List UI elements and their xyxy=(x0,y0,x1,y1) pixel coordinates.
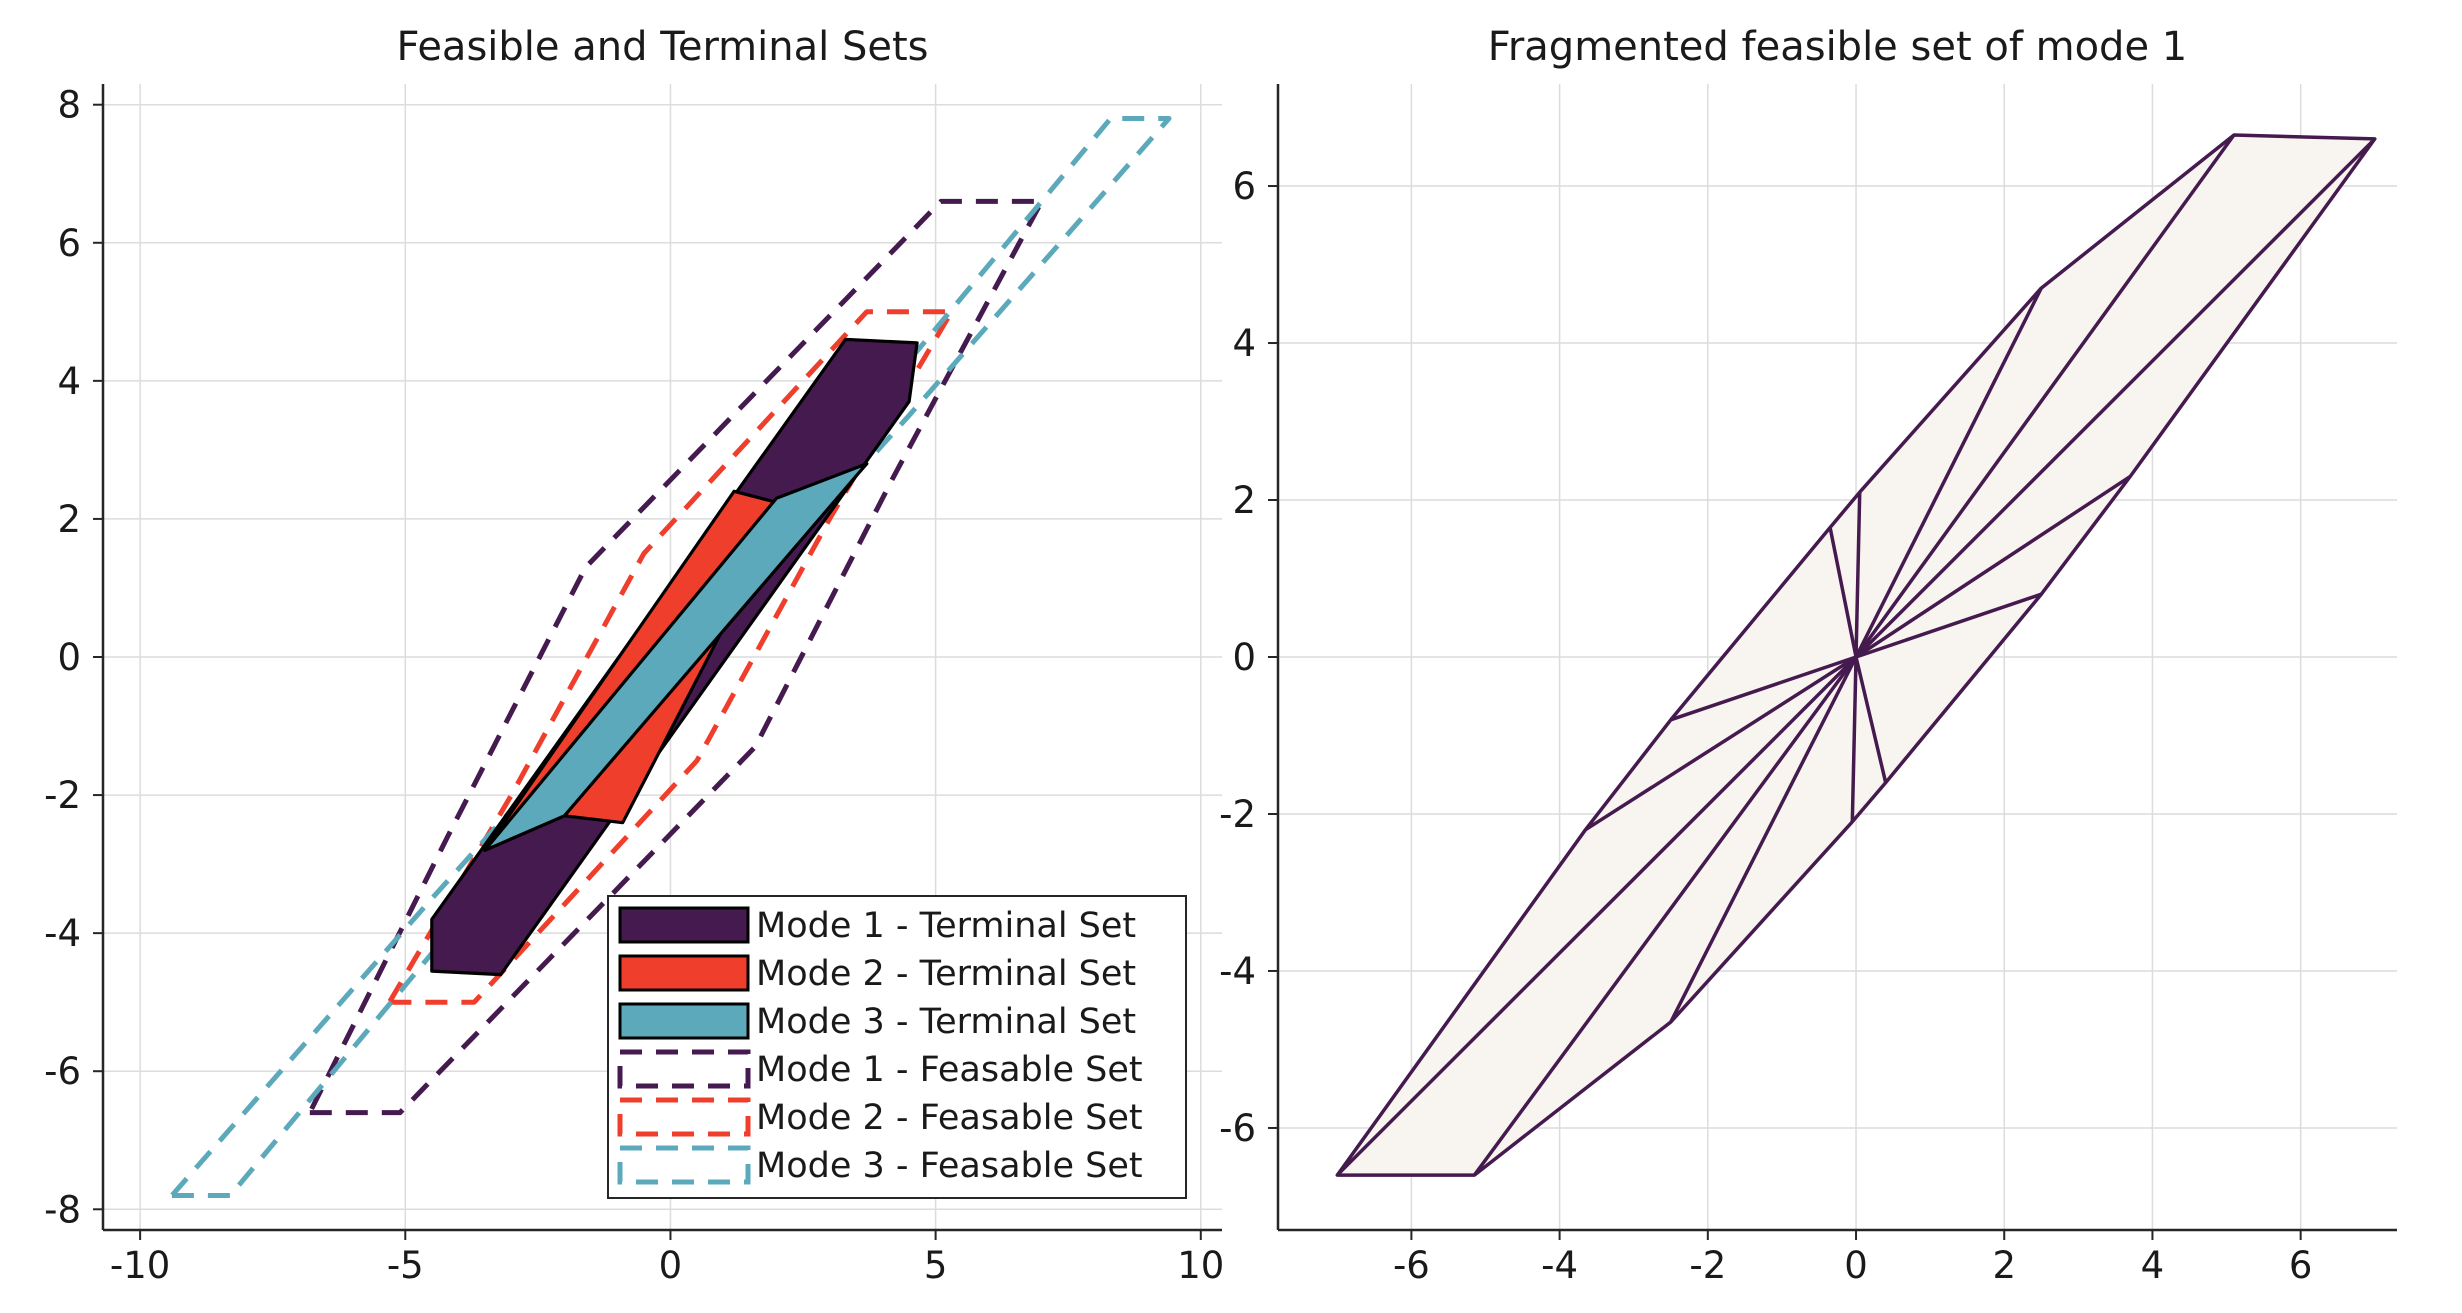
panel-fragmented-feasible-set: -6 -4 -2 0 2 4 6 -6 -4 -2 0 2 4 6 Fragmented feasible… xyxy=(1219,24,2397,1287)
fragment-edge xyxy=(1828,527,1858,658)
fragment-edge xyxy=(1472,655,1858,1177)
legend-swatch xyxy=(617,1145,751,1185)
y-tick-label: 4 xyxy=(1232,322,1256,365)
legend-label: Mode 2 - Terminal Set xyxy=(756,954,1136,994)
series-layer xyxy=(169,116,1172,1198)
fragment-edge xyxy=(1584,655,1857,832)
grid xyxy=(103,84,1222,1230)
chart-title: Feasible and Terminal Sets xyxy=(397,24,929,70)
series-mode-2-feasable-set xyxy=(386,309,954,1005)
tick-labels: -10 -5 0 5 10 -8 -6 -4 -2 0 2 4 6 8 xyxy=(44,84,1224,1287)
panel-feasible-terminal-sets: -10 -5 0 5 10 -8 -6 -4 -2 0 2 4 6 8 Feasible and Term… xyxy=(44,24,1224,1287)
y-tick-label: -6 xyxy=(44,1050,81,1093)
chart-title: Fragmented feasible set of mode 1 xyxy=(1488,24,2187,70)
y-tick-label: -6 xyxy=(1219,1107,1256,1150)
fragment-edge xyxy=(1854,492,1862,658)
legend-label: Mode 2 - Feasable Set xyxy=(756,1098,1143,1138)
y-tick-label: 6 xyxy=(1232,165,1256,208)
y-tick-label: 0 xyxy=(1232,636,1256,679)
y-tick-label: 2 xyxy=(1232,479,1256,522)
fragment-edge xyxy=(1669,656,1858,1023)
y-tick-label: 0 xyxy=(57,636,81,679)
y-tick-label: -2 xyxy=(44,774,81,817)
x-tick-label: 4 xyxy=(2141,1244,2165,1287)
y-tick-label: -8 xyxy=(44,1188,81,1231)
legend-swatch xyxy=(618,1002,750,1040)
x-tick-label: 6 xyxy=(2289,1244,2313,1287)
x-tick-label: 0 xyxy=(1844,1244,1868,1287)
axes xyxy=(93,84,1222,1240)
y-tick-label: 8 xyxy=(57,84,81,127)
tick-labels: -6 -4 -2 0 2 4 6 -6 -4 -2 0 2 4 6 xyxy=(1219,165,2312,1287)
x-tick-label: 0 xyxy=(659,1244,683,1287)
x-tick-label: 10 xyxy=(1177,1244,1224,1287)
y-tick-label: 2 xyxy=(57,498,81,541)
x-tick-label: -5 xyxy=(387,1244,424,1287)
y-tick-label: -4 xyxy=(1219,950,1256,993)
series-layer xyxy=(1335,133,2377,1177)
legend-label: Mode 1 - Feasable Set xyxy=(756,1050,1143,1090)
legend-swatch xyxy=(618,954,750,992)
fragment-edge xyxy=(1854,287,2043,658)
fragment-edge xyxy=(1670,655,1857,722)
fragment-edge xyxy=(1854,656,1888,783)
fragment-edge xyxy=(1854,137,2377,659)
legend-label: Mode 3 - Terminal Set xyxy=(756,1002,1136,1042)
x-tick-label: 2 xyxy=(1992,1244,2016,1287)
x-tick-label: -6 xyxy=(1393,1244,1430,1287)
y-tick-label: -4 xyxy=(44,912,81,955)
fragment-edge xyxy=(1854,133,2236,659)
legend-swatch xyxy=(617,1049,751,1089)
x-tick-label: 5 xyxy=(924,1244,948,1287)
legend-swatch xyxy=(617,1097,751,1137)
legend: Mode 1 - Terminal Set Mode 2 - Terminal S… xyxy=(607,895,1187,1199)
fragment-edge xyxy=(1855,592,2042,659)
legend-label: Mode 1 - Terminal Set xyxy=(756,906,1136,946)
legend-label: Mode 3 - Feasable Set xyxy=(756,1146,1143,1186)
legend-swatch xyxy=(618,906,750,944)
series-mode-1-feasable-set xyxy=(307,198,1045,1116)
fragment-edge xyxy=(1855,475,2132,659)
y-tick-label: 4 xyxy=(57,360,81,403)
axes xyxy=(1268,84,2397,1240)
x-tick-label: -10 xyxy=(110,1244,170,1287)
x-tick-label: -2 xyxy=(1689,1244,1726,1287)
fragment-edge xyxy=(1336,655,1858,1177)
fragment-edge xyxy=(1850,656,1858,822)
series-mode-3-terminal-set xyxy=(483,462,869,852)
y-tick-label: 6 xyxy=(57,222,81,265)
y-tick-label: -2 xyxy=(1219,793,1256,836)
x-tick-label: -4 xyxy=(1541,1244,1578,1287)
